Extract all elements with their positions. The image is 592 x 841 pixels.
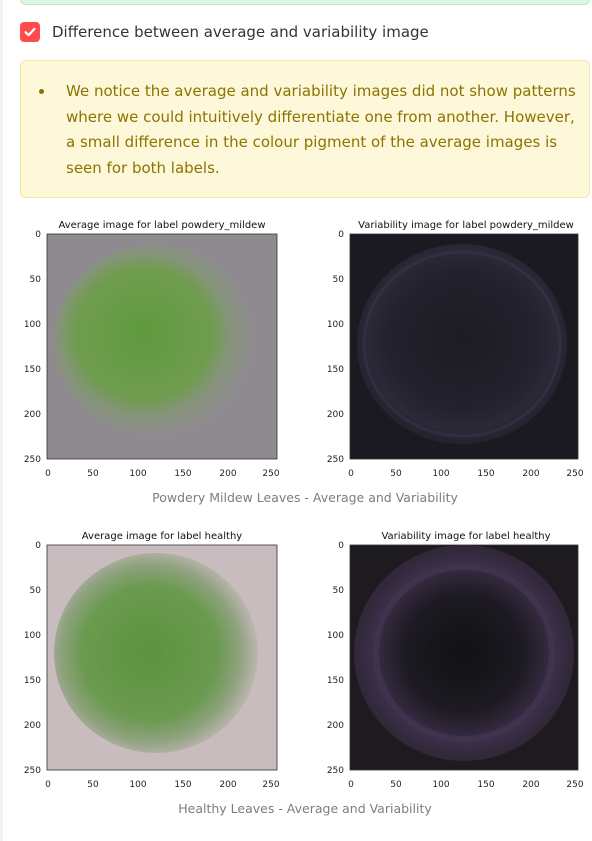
x-tick-label: 100 (129, 780, 146, 790)
checkbox-label: Difference between average and variabili… (52, 23, 429, 41)
x-tick-label: 0 (45, 469, 51, 479)
y-tick-label: 0 (338, 541, 344, 551)
y-tick-label: 100 (24, 631, 41, 641)
y-tick-label: 150 (327, 676, 344, 686)
y-tick-label: 150 (24, 676, 41, 686)
x-tick-label: 50 (390, 469, 402, 479)
y-tick-label: 0 (35, 230, 41, 240)
y-tick-label: 200 (24, 410, 41, 420)
info-alert-text: We notice the average and variability im… (66, 82, 576, 177)
y-tick-label: 50 (333, 275, 345, 285)
x-tick-label: 50 (390, 780, 402, 790)
x-tick-label: 50 (87, 780, 99, 790)
y-tick-label: 100 (327, 631, 344, 641)
variability-leaf-shape (354, 545, 574, 761)
y-tick-label: 200 (24, 721, 41, 731)
average-leaf-shape (54, 245, 254, 435)
x-tick-label: 50 (87, 469, 99, 479)
bullet-icon (39, 89, 44, 94)
x-tick-label: 100 (432, 780, 449, 790)
x-tick-label: 100 (129, 469, 146, 479)
y-axis-ticks: 0 50 100 150 200 250 (24, 541, 41, 776)
x-tick-label: 150 (477, 780, 494, 790)
x-axis-ticks: 0 50 100 150 200 250 (348, 780, 584, 790)
y-tick-label: 100 (24, 320, 41, 330)
y-tick-label: 250 (327, 766, 344, 776)
panel-title: Average image for label healthy (82, 531, 243, 542)
success-alert-bottom-edge (20, 0, 590, 5)
x-tick-label: 200 (219, 780, 236, 790)
y-tick-label: 100 (327, 320, 344, 330)
x-tick-label: 200 (219, 469, 236, 479)
y-axis-ticks: 0 50 100 150 200 250 (24, 230, 41, 465)
y-axis-ticks: 0 50 100 150 200 250 (327, 230, 344, 465)
y-axis-ticks: 0 50 100 150 200 250 (327, 541, 344, 776)
x-axis-ticks: 0 50 100 150 200 250 (348, 469, 584, 479)
y-tick-label: 200 (327, 410, 344, 420)
average-leaf-shape (54, 553, 258, 753)
figure-caption: Healthy Leaves - Average and Variability (178, 801, 432, 816)
y-tick-label: 50 (333, 586, 345, 596)
figure-healthy-image: Average image for label healthy 0 50 100… (24, 531, 584, 790)
x-tick-label: 200 (522, 780, 539, 790)
panel-title: Variability image for label powdery_mild… (358, 220, 574, 231)
sidebar-edge (0, 0, 3, 841)
x-tick-label: 150 (477, 469, 494, 479)
x-tick-label: 250 (262, 780, 279, 790)
x-tick-label: 250 (566, 780, 583, 790)
x-tick-label: 250 (262, 469, 279, 479)
panel-title: Average image for label powdery_mildew (58, 220, 265, 231)
y-tick-label: 250 (327, 455, 344, 465)
x-tick-label: 0 (348, 780, 354, 790)
x-tick-label: 0 (348, 469, 354, 479)
panel-title: Variability image for label healthy (381, 531, 550, 542)
y-tick-label: 150 (24, 365, 41, 375)
figure-healthy: Average image for label healthy 0 50 100… (20, 523, 590, 808)
x-tick-label: 150 (174, 469, 191, 479)
info-alert: We notice the average and variability im… (20, 60, 590, 198)
figure-caption: Powdery Mildew Leaves - Average and Vari… (152, 490, 458, 505)
figure-powdery-mildew-image: Average image for label powdery_mildew 0… (24, 220, 584, 479)
checkmark-icon (24, 27, 36, 37)
y-tick-label: 250 (24, 455, 41, 465)
y-tick-label: 0 (35, 541, 41, 551)
average-variability-checkbox[interactable]: Difference between average and variabili… (20, 20, 429, 44)
x-tick-label: 250 (566, 469, 583, 479)
y-tick-label: 150 (327, 365, 344, 375)
x-axis-ticks: 0 50 100 150 200 250 (45, 469, 280, 479)
y-tick-label: 200 (327, 721, 344, 731)
checkbox-checked-icon[interactable] (20, 22, 40, 42)
figure-powdery-mildew: Average image for label powdery_mildew 0… (20, 212, 590, 497)
x-tick-label: 150 (174, 780, 191, 790)
x-tick-label: 0 (45, 780, 51, 790)
x-tick-label: 100 (432, 469, 449, 479)
y-tick-label: 0 (338, 230, 344, 240)
variability-leaf-shape (357, 244, 567, 444)
y-tick-label: 250 (24, 766, 41, 776)
x-axis-ticks: 0 50 100 150 200 250 (45, 780, 280, 790)
x-tick-label: 200 (522, 469, 539, 479)
y-tick-label: 50 (30, 586, 42, 596)
y-tick-label: 50 (30, 275, 42, 285)
